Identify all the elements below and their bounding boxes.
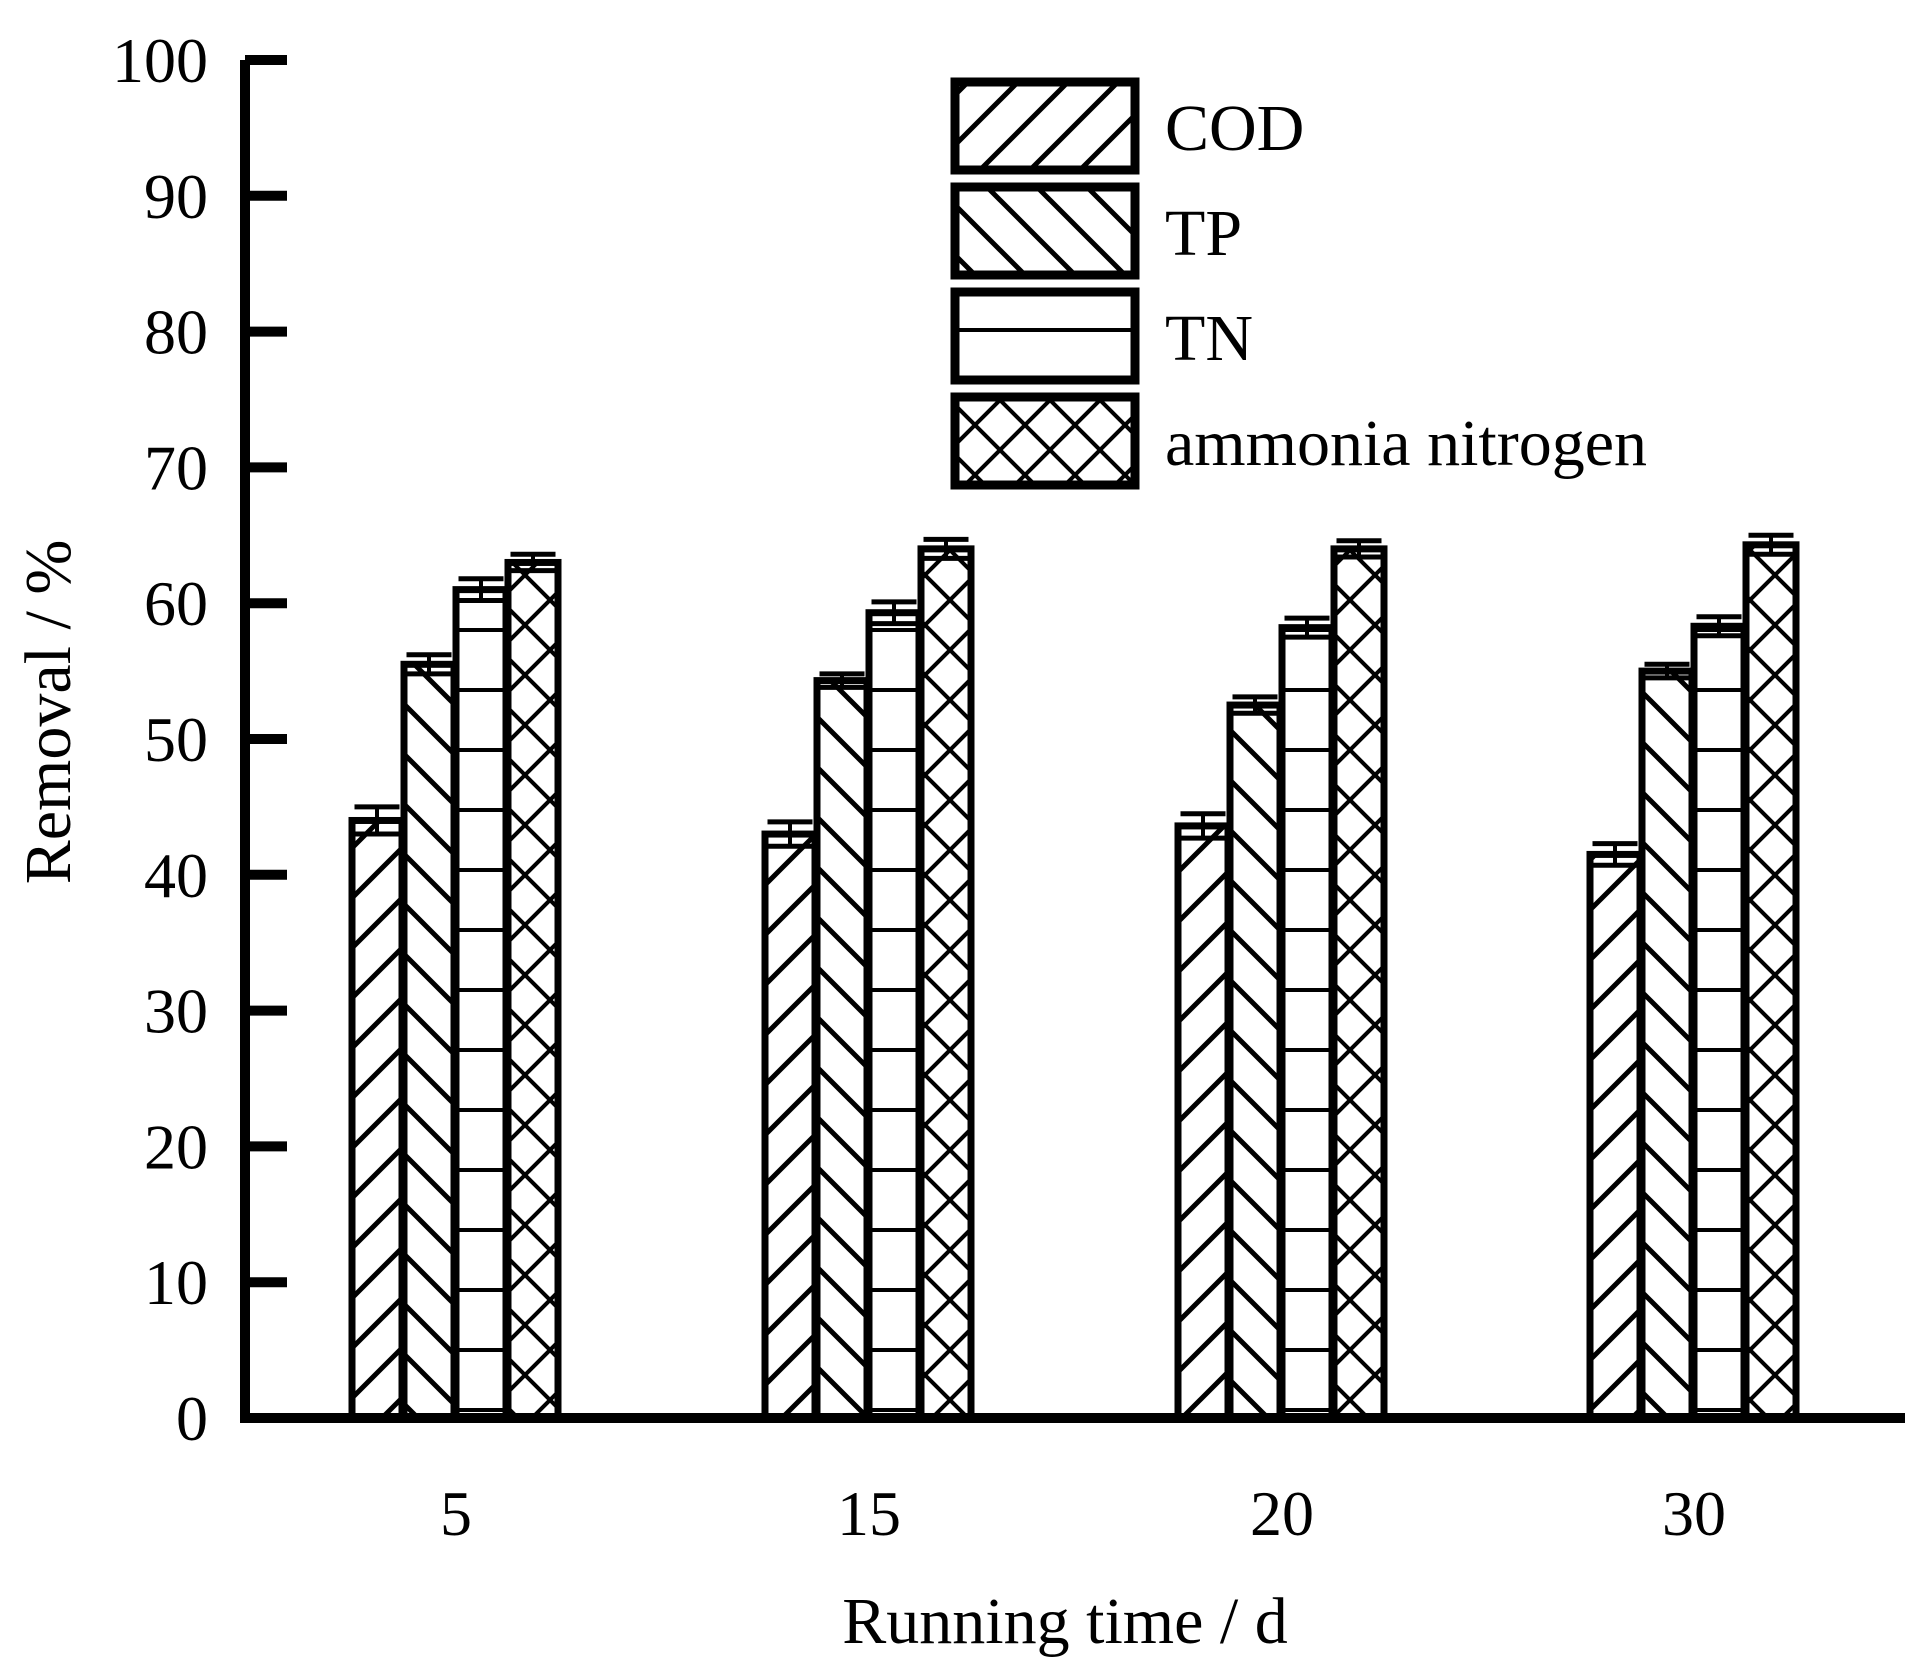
bar-tp-20 — [1226, 701, 1284, 1422]
x-axis-title: Running time / d — [842, 1585, 1288, 1658]
y-tick-label: 90 — [144, 161, 208, 232]
y-tick-label: 10 — [144, 1247, 208, 1318]
y-tick-label: 40 — [144, 840, 208, 911]
bar-tn-15 — [865, 609, 923, 1422]
legend-swatch-tp — [950, 182, 1140, 280]
legend-label-tn: TN — [1165, 302, 1253, 375]
bar-ammonia-nitrogen-30 — [1742, 541, 1800, 1422]
bar-cod-30 — [1586, 850, 1644, 1422]
y-tick-label: 50 — [144, 704, 208, 775]
y-tick-label: 80 — [144, 297, 208, 368]
y-tick-label: 30 — [144, 976, 208, 1047]
bar-cod-20 — [1174, 822, 1232, 1422]
y-tick-label: 70 — [144, 432, 208, 503]
legend-label-cod: COD — [1165, 92, 1304, 165]
y-tick-label: 60 — [144, 568, 208, 639]
legend: COD TP TN ammonia nitrogen — [950, 77, 1647, 490]
x-tick-label-20: 20 — [1250, 1478, 1314, 1549]
legend-swatch-ammonia-nitrogen — [950, 392, 1140, 490]
bar-cod-15 — [761, 830, 819, 1422]
legend-label-tp: TP — [1165, 197, 1242, 270]
bar-cod-5 — [348, 816, 406, 1422]
bar-tp-5 — [400, 660, 458, 1422]
y-tick-label: 20 — [144, 1111, 208, 1182]
x-tick-label-30: 30 — [1662, 1478, 1726, 1549]
y-axis-ticks: 0 10 20 30 40 50 60 70 80 90 100 — [112, 25, 287, 1454]
x-axis-tick-labels: 5 15 20 30 — [440, 1478, 1726, 1549]
bar-tn-30 — [1690, 622, 1748, 1422]
legend-swatch-tn — [950, 287, 1140, 385]
y-tick-label: 100 — [112, 25, 208, 96]
bar-tn-20 — [1278, 624, 1336, 1422]
x-tick-label-15: 15 — [837, 1478, 901, 1549]
bar-tp-15 — [813, 677, 871, 1422]
bar-ammonia-nitrogen-20 — [1330, 545, 1388, 1422]
legend-swatch-cod — [950, 77, 1140, 175]
bar-ammonia-nitrogen-15 — [917, 545, 975, 1422]
bar-tn-5 — [452, 586, 510, 1422]
x-tick-label-5: 5 — [440, 1478, 472, 1549]
bar-tp-30 — [1638, 667, 1696, 1422]
legend-label-ammonia-nitrogen: ammonia nitrogen — [1165, 407, 1647, 480]
bars-layer — [348, 532, 1800, 1422]
y-tick-label: 0 — [176, 1383, 208, 1454]
bar-ammonia-nitrogen-5 — [504, 558, 562, 1422]
y-axis-title: Removal / % — [12, 540, 85, 885]
